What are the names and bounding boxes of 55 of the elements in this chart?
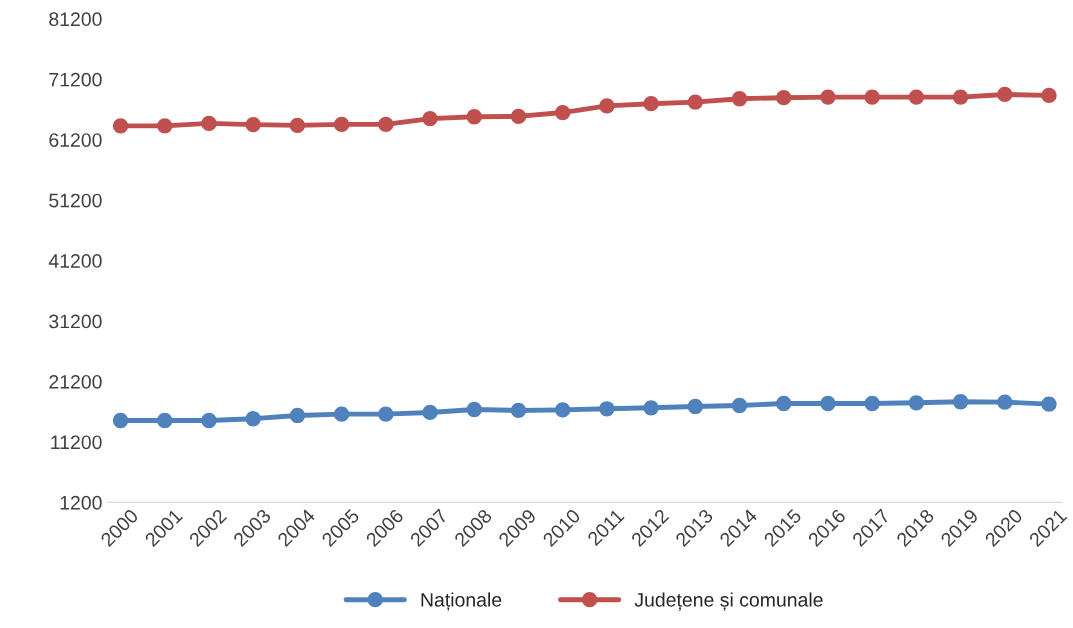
y-tick-label: 61200 xyxy=(49,133,102,147)
point xyxy=(1041,87,1057,104)
point xyxy=(112,118,129,134)
point xyxy=(378,116,394,133)
point xyxy=(997,86,1013,103)
y-tick-label: 41200 xyxy=(48,254,102,268)
point xyxy=(643,400,659,416)
point xyxy=(333,406,350,422)
point xyxy=(731,397,748,414)
y-tick-label: 51200 xyxy=(49,193,102,208)
point xyxy=(643,96,659,112)
point xyxy=(157,118,173,134)
point xyxy=(908,89,925,105)
point xyxy=(289,407,306,424)
point xyxy=(952,89,969,105)
point xyxy=(908,395,925,411)
y-tick-label: 71200 xyxy=(49,72,102,87)
point xyxy=(952,394,969,410)
point xyxy=(864,395,880,412)
point xyxy=(422,110,438,127)
y-tick-label: 11200 xyxy=(51,435,102,450)
point xyxy=(466,401,482,418)
legend-label: Județene și comunale xyxy=(634,592,823,611)
point xyxy=(599,98,615,114)
point xyxy=(599,401,615,417)
y-tick-label: 1200 xyxy=(60,495,102,510)
point xyxy=(289,117,306,134)
point xyxy=(245,411,261,427)
point xyxy=(555,104,571,121)
point xyxy=(997,394,1013,410)
point xyxy=(1041,396,1057,412)
point xyxy=(466,109,482,125)
point xyxy=(687,94,703,110)
point xyxy=(201,115,217,132)
point xyxy=(510,402,527,419)
y-tick-label: 21200 xyxy=(49,374,102,389)
point xyxy=(245,116,261,133)
point xyxy=(555,402,571,418)
point xyxy=(157,412,173,429)
point xyxy=(864,89,880,105)
point xyxy=(201,412,217,429)
point xyxy=(510,108,527,125)
point xyxy=(333,116,350,133)
point xyxy=(731,91,748,107)
point xyxy=(820,89,836,105)
y-tick-label: 81200 xyxy=(49,12,102,27)
point xyxy=(820,395,836,412)
point xyxy=(687,398,703,415)
point xyxy=(112,412,129,429)
point xyxy=(776,395,792,412)
legend-label: Naționale xyxy=(421,592,502,611)
point xyxy=(378,406,394,422)
point xyxy=(422,404,438,421)
point xyxy=(776,90,792,106)
y-tick-label: 31200 xyxy=(49,314,102,329)
